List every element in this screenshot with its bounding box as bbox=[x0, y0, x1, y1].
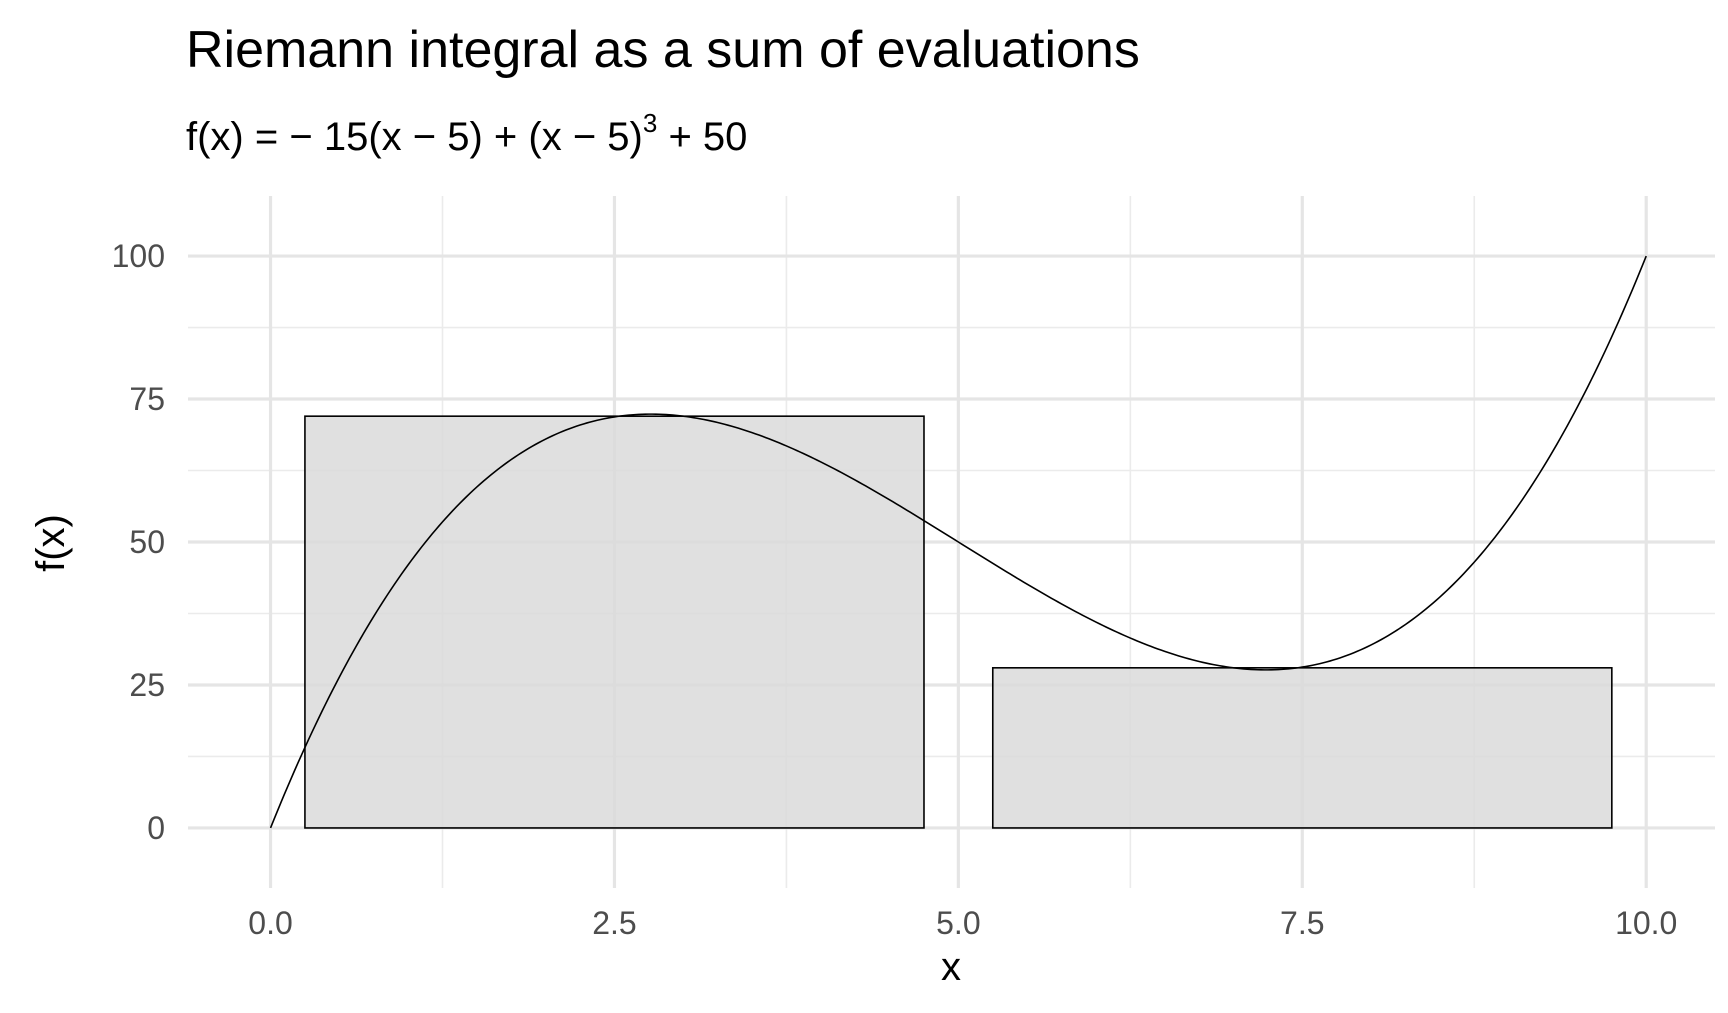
y-tick-label: 75 bbox=[129, 381, 165, 417]
subtitle-part1: − 15(x − 5) + (x − 5) bbox=[289, 115, 643, 159]
x-tick-label: 10.0 bbox=[1615, 905, 1677, 941]
y-tick-label: 50 bbox=[129, 524, 165, 560]
chart-subtitle: f(x) = − 15(x − 5) + (x − 5)3 + 50 bbox=[186, 108, 747, 159]
function-curve-layer bbox=[269, 255, 1647, 829]
riemann-rectangle-2 bbox=[991, 667, 1613, 829]
function-curve bbox=[269, 255, 1647, 829]
y-axis-tick-labels: 0 25 50 75 100 bbox=[112, 238, 165, 846]
subtitle-lhs: f(x) bbox=[186, 115, 244, 159]
subtitle-part2: + 50 bbox=[657, 115, 747, 159]
subtitle-exponent: 3 bbox=[643, 108, 657, 138]
x-tick-label: 2.5 bbox=[592, 905, 636, 941]
x-tick-label: 7.5 bbox=[1280, 905, 1324, 941]
riemann-rectangles bbox=[304, 415, 1613, 829]
chart-title: Riemann integral as a sum of evaluations bbox=[186, 21, 1140, 79]
x-tick-label: 0.0 bbox=[248, 905, 292, 941]
x-axis-title: x bbox=[941, 945, 961, 989]
y-tick-label: 100 bbox=[112, 238, 165, 274]
subtitle-equals: = bbox=[244, 115, 290, 159]
y-axis-title: f(x) bbox=[29, 514, 73, 572]
y-tick-label: 0 bbox=[147, 810, 165, 846]
x-axis-tick-labels: 0.0 2.5 5.0 7.5 10.0 bbox=[248, 905, 1677, 941]
y-tick-label: 25 bbox=[129, 667, 165, 703]
x-tick-label: 5.0 bbox=[936, 905, 980, 941]
riemann-rectangle-1 bbox=[304, 415, 925, 829]
